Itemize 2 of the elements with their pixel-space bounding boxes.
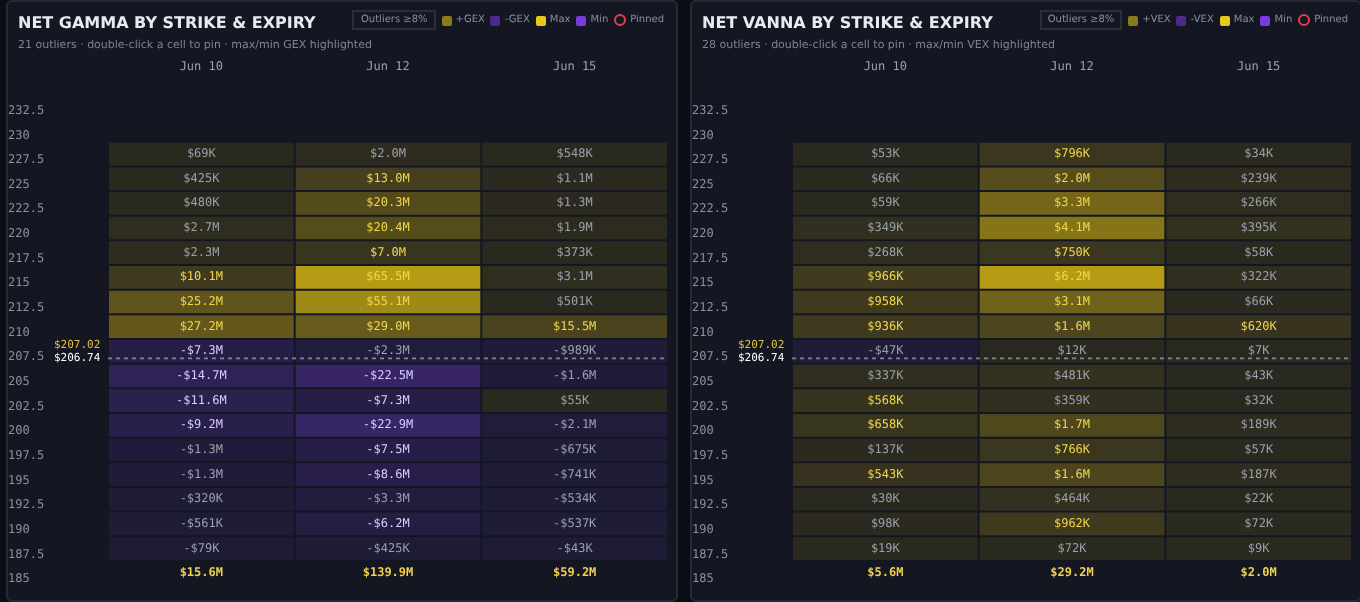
- chart-title: NET GAMMA BY STRIKE & EXPIRY: [18, 14, 316, 32]
- chart-title: NET VANNA BY STRIKE & EXPIRY: [702, 14, 993, 32]
